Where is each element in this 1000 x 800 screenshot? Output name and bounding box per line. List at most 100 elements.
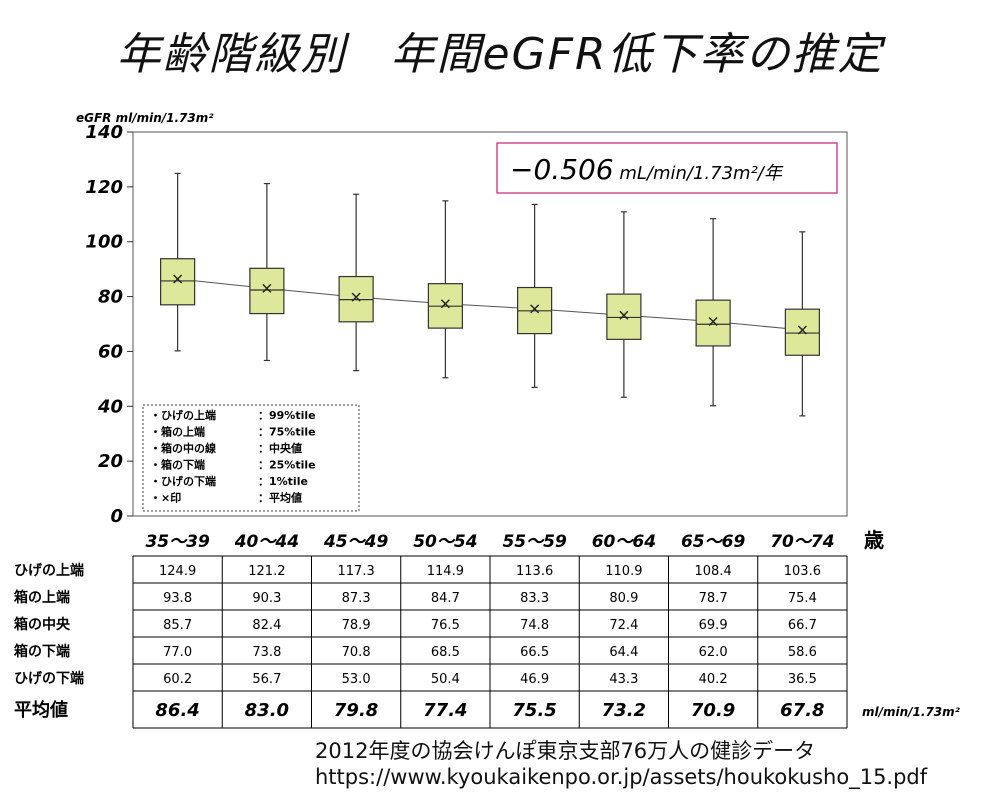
y-tick-label: 60 xyxy=(98,341,123,362)
box-iqr xyxy=(606,293,642,340)
mean-value-cell: 86.4 xyxy=(155,700,199,721)
table-cell: 103.6 xyxy=(784,564,821,579)
table-cell: 121.2 xyxy=(248,564,285,579)
table-unit-label: ml/min/1.73m² xyxy=(862,705,961,719)
rate-box-text: −0.506 mL/min/1.73m²/年 xyxy=(510,153,784,186)
table-cell: 124.9 xyxy=(159,564,196,579)
table-cell: 62.0 xyxy=(699,645,728,660)
box-iqr xyxy=(695,299,731,347)
table-cell: 93.8 xyxy=(163,591,192,606)
mean-marker xyxy=(708,317,718,327)
y-tick-label: 0 xyxy=(110,506,123,527)
y-tick-label: 100 xyxy=(85,232,123,253)
mean-value-cell: 77.4 xyxy=(423,700,467,721)
x-tick-label: 55～59 xyxy=(502,532,566,552)
legend-box xyxy=(142,404,360,512)
legend-item-value: ：中央値 xyxy=(258,441,302,455)
table-cell: 113.6 xyxy=(516,564,553,579)
table-cell: 66.5 xyxy=(520,645,549,660)
table-cell: 82.4 xyxy=(252,618,281,633)
x-tick-label: 70～74 xyxy=(770,532,834,552)
mean-value-cell: 73.2 xyxy=(602,700,646,721)
rate-box xyxy=(496,142,838,194)
table-cell: 76.5 xyxy=(431,618,460,633)
legend-item-label: ・×印 xyxy=(150,492,181,505)
mean-marker xyxy=(619,310,629,320)
mean-value-cell: 79.8 xyxy=(334,700,378,721)
table-cell: 73.8 xyxy=(252,645,281,660)
table-cell: 66.7 xyxy=(788,618,817,633)
table-cell: 77.0 xyxy=(163,645,192,660)
legend-item-value: ：1%tile xyxy=(258,475,308,488)
table-cell: 108.4 xyxy=(695,564,732,579)
y-tick-label: 140 xyxy=(85,122,123,143)
table-cell: 117.3 xyxy=(338,564,375,579)
source-line2: https://www.kyoukaikenpo.or.jp/assets/ho… xyxy=(315,765,928,789)
legend-item-label: ・箱の上端 xyxy=(150,425,205,439)
x-axis-label: 歳 xyxy=(864,528,884,552)
table-cell: 40.2 xyxy=(699,672,728,687)
mean-value-cell: 70.9 xyxy=(691,700,735,721)
mean-value-cell: 67.8 xyxy=(780,700,824,721)
plot-frame xyxy=(132,131,848,517)
table-cell: 114.9 xyxy=(427,564,464,579)
mean-value-cell: 75.5 xyxy=(512,700,556,721)
x-tick-label: 50～54 xyxy=(413,532,477,552)
table-cell: 87.3 xyxy=(342,591,371,606)
legend-item-label: ・箱の中の線 xyxy=(150,441,216,455)
mean-marker xyxy=(173,274,183,284)
y-axis-label: eGFR ml/min/1.73m² xyxy=(76,111,214,125)
title-part2: 年間eGFR低下率の推定 xyxy=(390,29,884,80)
table-cell: 69.9 xyxy=(699,618,728,633)
table-cell: 46.9 xyxy=(520,672,549,687)
y-tick-label: 40 xyxy=(97,396,123,417)
rate-unit: mL/min/1.73m²/年 xyxy=(614,163,784,184)
table-cell: 80.9 xyxy=(609,591,638,606)
mean-row-label: 平均値 xyxy=(14,699,68,721)
rate-value: −0.506 xyxy=(510,153,614,186)
table-cell: 84.7 xyxy=(431,591,460,606)
table-cell: 64.4 xyxy=(609,645,638,660)
x-tick-label: 35～39 xyxy=(145,532,209,552)
x-tick-label: 40～44 xyxy=(234,532,299,552)
mean-marker xyxy=(440,299,450,309)
title-part1: 年齢階級別 xyxy=(116,29,347,80)
table-cell: 50.4 xyxy=(431,672,460,687)
table-cell: 74.8 xyxy=(520,618,549,633)
table-row-label: 箱の上端 xyxy=(14,589,70,606)
page-title: 年齢階級別 年間eGFR低下率の推定 xyxy=(0,18,1000,82)
source-line1: 2012年度の協会けんぽ東京支部76万人の健診データ xyxy=(315,739,816,763)
mean-marker xyxy=(351,292,361,302)
table-cell: 36.5 xyxy=(788,672,817,687)
table-cell: 90.3 xyxy=(252,591,281,606)
mean-marker xyxy=(262,283,272,293)
y-tick-label: 80 xyxy=(98,287,123,308)
legend-item-value: ：99%tile xyxy=(258,409,316,422)
legend-item-label: ・ひげの上端 xyxy=(150,408,216,422)
table-row-label: ひげの下端 xyxy=(14,670,84,687)
box-iqr xyxy=(160,258,196,306)
table-row-label: 箱の下端 xyxy=(14,643,70,660)
y-tick-label: 120 xyxy=(85,177,123,198)
x-tick-label: 60～64 xyxy=(592,532,656,552)
table-row-label: ひげの上端 xyxy=(14,562,84,579)
table-cell: 56.7 xyxy=(252,672,281,687)
table-row-label: 箱の中央 xyxy=(14,616,71,633)
legend-item-label: ・ひげの下端 xyxy=(150,474,216,488)
table-cell: 75.4 xyxy=(788,591,817,606)
table-cell: 60.2 xyxy=(163,672,192,687)
legend-item-label: ・箱の下端 xyxy=(150,458,205,472)
table-cell: 53.0 xyxy=(342,672,371,687)
table-cell: 110.9 xyxy=(605,564,642,579)
mean-marker xyxy=(530,304,540,314)
box-iqr xyxy=(784,308,820,356)
table-cell: 68.5 xyxy=(431,645,460,660)
table-cell: 43.3 xyxy=(609,672,638,687)
table-cell: 83.3 xyxy=(520,591,549,606)
y-tick-label: 20 xyxy=(98,451,123,472)
x-tick-label: 65～69 xyxy=(681,532,745,552)
table-cell: 78.7 xyxy=(699,591,728,606)
legend-item-value: ：75%tile xyxy=(258,426,316,439)
table-cell: 58.6 xyxy=(788,645,817,660)
